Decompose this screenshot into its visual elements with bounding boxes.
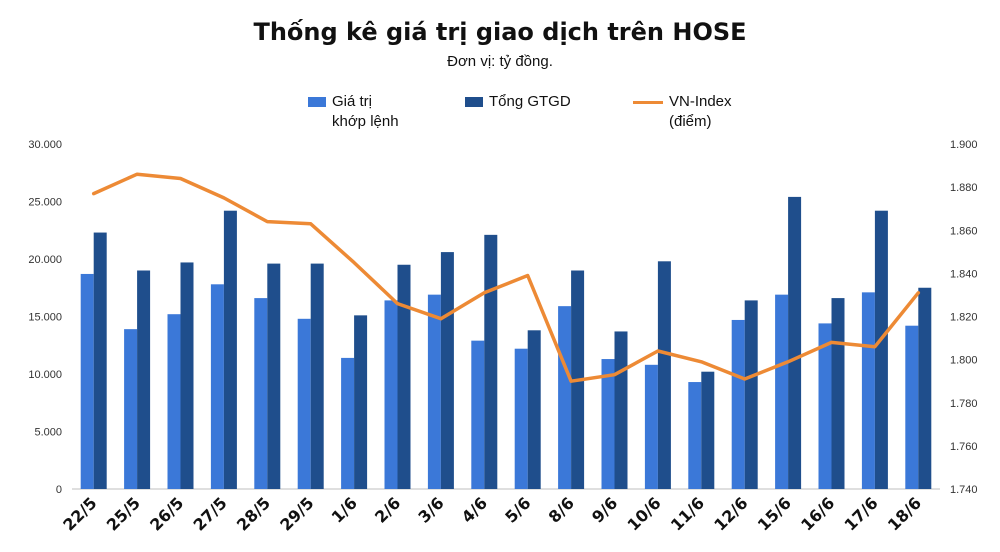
x-tick-label: 17/6 — [841, 493, 882, 534]
bar-tong-gtgd — [223, 210, 237, 489]
x-tick-label: 1/6 — [328, 493, 361, 526]
x-tick-label: 29/5 — [276, 493, 317, 534]
legend-label-tong-gtgd: Tổng GTGD — [489, 93, 571, 110]
bar-tong-gtgd — [527, 330, 541, 489]
bar-tong-gtgd — [744, 300, 758, 489]
x-tick-label: 4/6 — [458, 493, 491, 526]
bar-tong-gtgd — [354, 315, 368, 489]
x-tick-label: 16/6 — [797, 493, 838, 534]
chart-title: Thống kê giá trị giao dịch trên HOSE — [253, 18, 747, 46]
bar-khop-lenh — [644, 364, 658, 489]
y-left-tick-label: 20.000 — [28, 254, 62, 266]
bar-tong-gtgd — [614, 331, 628, 489]
x-tick-label: 2/6 — [371, 493, 404, 526]
chart-subtitle: Đơn vị: tỷ đồng. — [447, 53, 553, 70]
x-tick-label: 3/6 — [414, 493, 447, 526]
bar-tong-gtgd — [701, 371, 715, 489]
x-tick-label: 26/5 — [146, 493, 187, 534]
legend-swatch-tong-gtgd — [465, 97, 483, 107]
legend-label-vn-index: VN-Index (điểm) — [669, 93, 732, 130]
bar-khop-lenh — [471, 340, 485, 489]
y-right-tick-label: 1.800 — [950, 355, 978, 367]
bar-khop-lenh — [558, 306, 572, 489]
bar-tong-gtgd — [397, 264, 411, 489]
bar-tong-gtgd — [93, 232, 107, 490]
bar-tong-gtgd — [440, 252, 454, 489]
y-left-tick-label: 15.000 — [28, 312, 62, 324]
y-left-tick-label: 0 — [56, 484, 62, 496]
bar-khop-lenh — [384, 300, 398, 489]
x-tick-label: 12/6 — [710, 493, 751, 534]
y-right-tick-label: 1.820 — [950, 312, 978, 324]
x-tick-label: 5/6 — [501, 493, 534, 526]
x-tick-label: 18/6 — [884, 493, 925, 534]
y-right-tick-label: 1.900 — [950, 139, 978, 151]
bar-khop-lenh — [905, 325, 919, 489]
bar-tong-gtgd — [918, 287, 932, 489]
bar-khop-lenh — [861, 292, 875, 489]
y-right-tick-label: 1.880 — [950, 182, 978, 194]
bar-tong-gtgd — [788, 196, 802, 489]
bar-tong-gtgd — [874, 210, 888, 489]
bar-khop-lenh — [818, 323, 832, 489]
x-tick-label: 25/5 — [103, 493, 144, 534]
y-right-tick-label: 1.840 — [950, 268, 978, 280]
x-tick-label: 11/6 — [667, 493, 708, 534]
x-tick-label: 28/5 — [233, 493, 274, 534]
y-left-tick-label: 30.000 — [28, 139, 62, 151]
x-tick-label: 10/6 — [624, 493, 665, 534]
y-right-tick-label: 1.780 — [950, 398, 978, 410]
bar-tong-gtgd — [657, 261, 671, 489]
bar-khop-lenh — [427, 294, 441, 489]
bar-khop-lenh — [688, 382, 702, 489]
bar-tong-gtgd — [484, 234, 498, 489]
bar-khop-lenh — [514, 348, 528, 489]
legend-swatch-khop-lenh — [308, 97, 326, 107]
bar-khop-lenh — [341, 357, 355, 489]
bar-khop-lenh — [80, 273, 94, 489]
bar-khop-lenh — [210, 284, 224, 489]
bar-tong-gtgd — [831, 298, 845, 489]
bar-tong-gtgd — [137, 270, 151, 489]
y-left-tick-label: 10.000 — [28, 369, 62, 381]
bar-tong-gtgd — [180, 262, 194, 489]
bar-tong-gtgd — [267, 263, 281, 489]
y-right-tick-label: 1.740 — [950, 484, 978, 496]
x-tick-label: 22/5 — [59, 493, 100, 534]
y-right-tick-label: 1.760 — [950, 441, 978, 453]
bar-tong-gtgd — [310, 263, 324, 489]
bar-khop-lenh — [167, 314, 181, 489]
bar-khop-lenh — [297, 318, 311, 489]
x-tick-label: 9/6 — [588, 493, 621, 526]
bar-khop-lenh — [731, 319, 745, 489]
y-right-tick-label: 1.860 — [950, 225, 978, 237]
legend-label-khop-lenh: Giá trị khớp lệnh — [332, 93, 399, 130]
x-tick-label: 15/6 — [754, 493, 795, 534]
legend-swatch-vn-index — [633, 101, 663, 104]
bar-khop-lenh — [254, 298, 268, 489]
vn-index-line — [91, 172, 921, 383]
y-left-tick-label: 5.000 — [34, 427, 62, 439]
bar-khop-lenh — [124, 329, 138, 489]
y-left-tick-label: 25.000 — [28, 197, 62, 209]
x-tick-label: 27/5 — [190, 493, 231, 534]
x-tick-label: 8/6 — [545, 493, 578, 526]
bar-khop-lenh — [775, 294, 789, 489]
bar-khop-lenh — [601, 359, 615, 489]
